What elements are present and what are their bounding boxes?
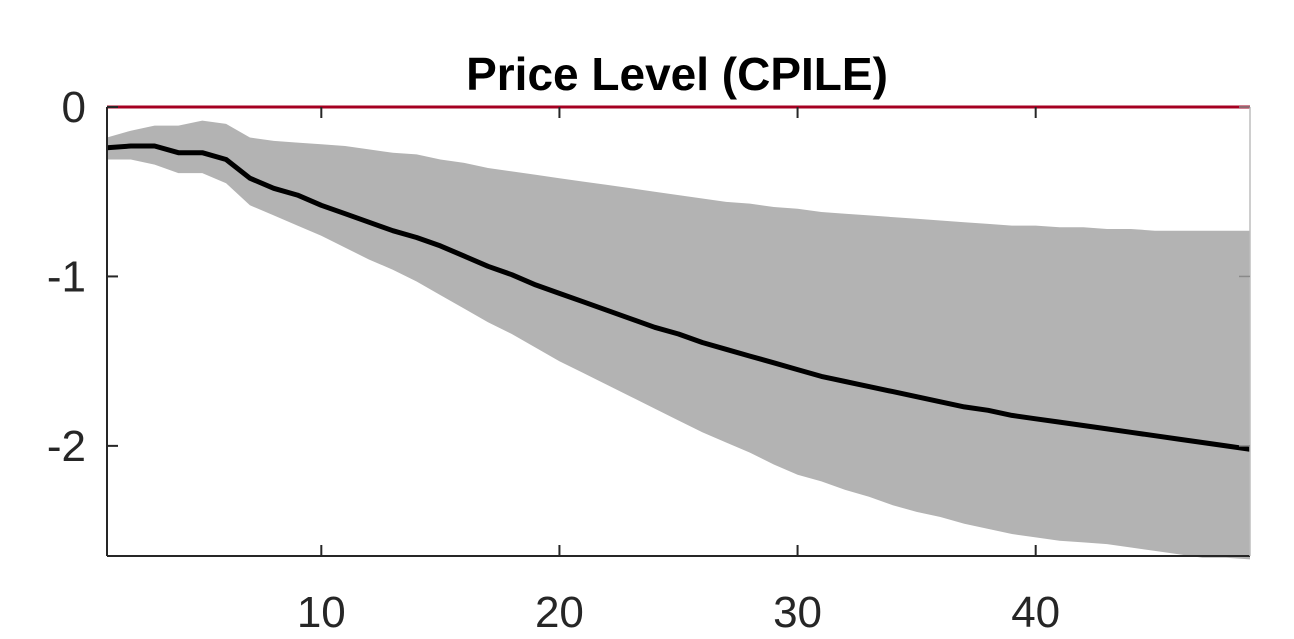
y-tick-label: 0 [62, 83, 86, 132]
y-tick-label: -1 [47, 252, 86, 301]
tick-labels: 10 20 30 40 0 -1 -2 [47, 83, 1060, 637]
chart-title: Price Level (CPILE) [466, 48, 888, 100]
axes [106, 106, 1251, 557]
response-line [106, 143, 1251, 452]
x-tick-label: 10 [297, 588, 346, 637]
x-tick-label: 40 [1011, 588, 1060, 637]
confidence-band [107, 120, 1250, 560]
plot-area [106, 105, 1251, 560]
x-tick-label: 30 [773, 588, 822, 637]
y-tick-label: -2 [47, 422, 86, 471]
x-tick-label: 20 [535, 588, 584, 637]
